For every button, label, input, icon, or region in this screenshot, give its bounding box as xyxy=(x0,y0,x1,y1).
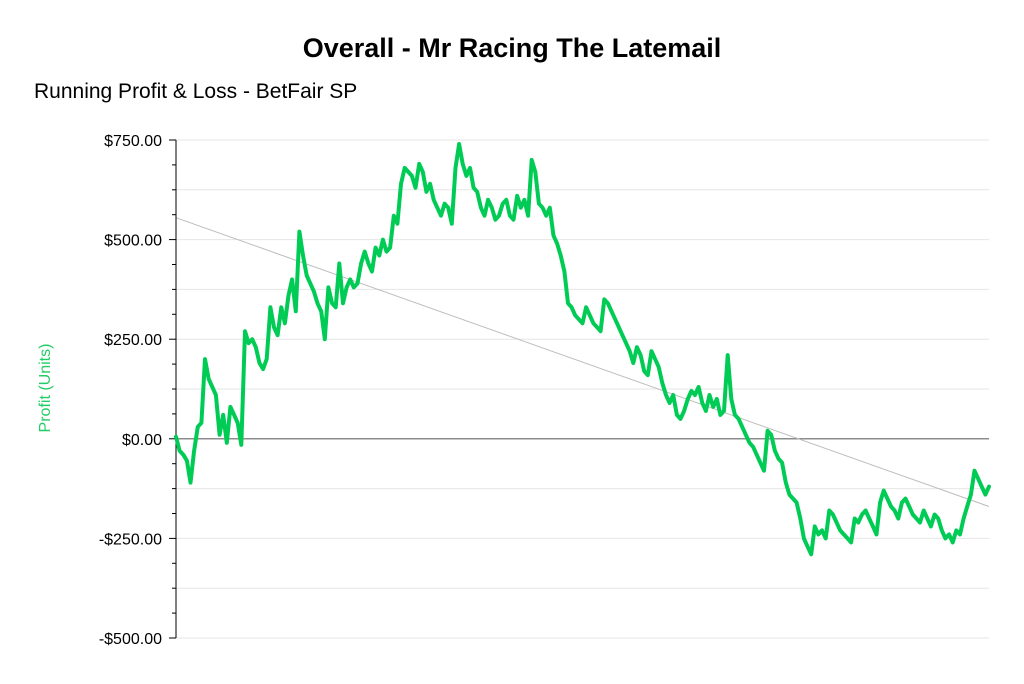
y-tick-labels: $750.00 $500.00 $250.00 $0.00 -$250.00 -$500.… xyxy=(99,133,162,648)
series-group xyxy=(174,142,991,557)
y-tick-label: $0.00 xyxy=(122,432,162,449)
trend-line-group xyxy=(175,217,990,507)
chart-subtitle: Running Profit & Loss - BetFair SP xyxy=(34,80,358,103)
trend-line xyxy=(175,217,990,507)
y-tick-label: $500.00 xyxy=(104,233,162,250)
chart-title: Overall - Mr Racing The Latemail xyxy=(302,33,722,63)
y-tick-label: -$500.00 xyxy=(99,631,162,648)
y-tick-label: $750.00 xyxy=(104,133,162,150)
series-line xyxy=(174,142,991,557)
grid-lines xyxy=(176,139,989,639)
y-tick-label: -$250.00 xyxy=(99,531,162,548)
y-tick-label: $250.00 xyxy=(104,332,162,349)
y-axis xyxy=(169,139,177,639)
y-axis-label: Profit (Units) xyxy=(37,344,54,433)
